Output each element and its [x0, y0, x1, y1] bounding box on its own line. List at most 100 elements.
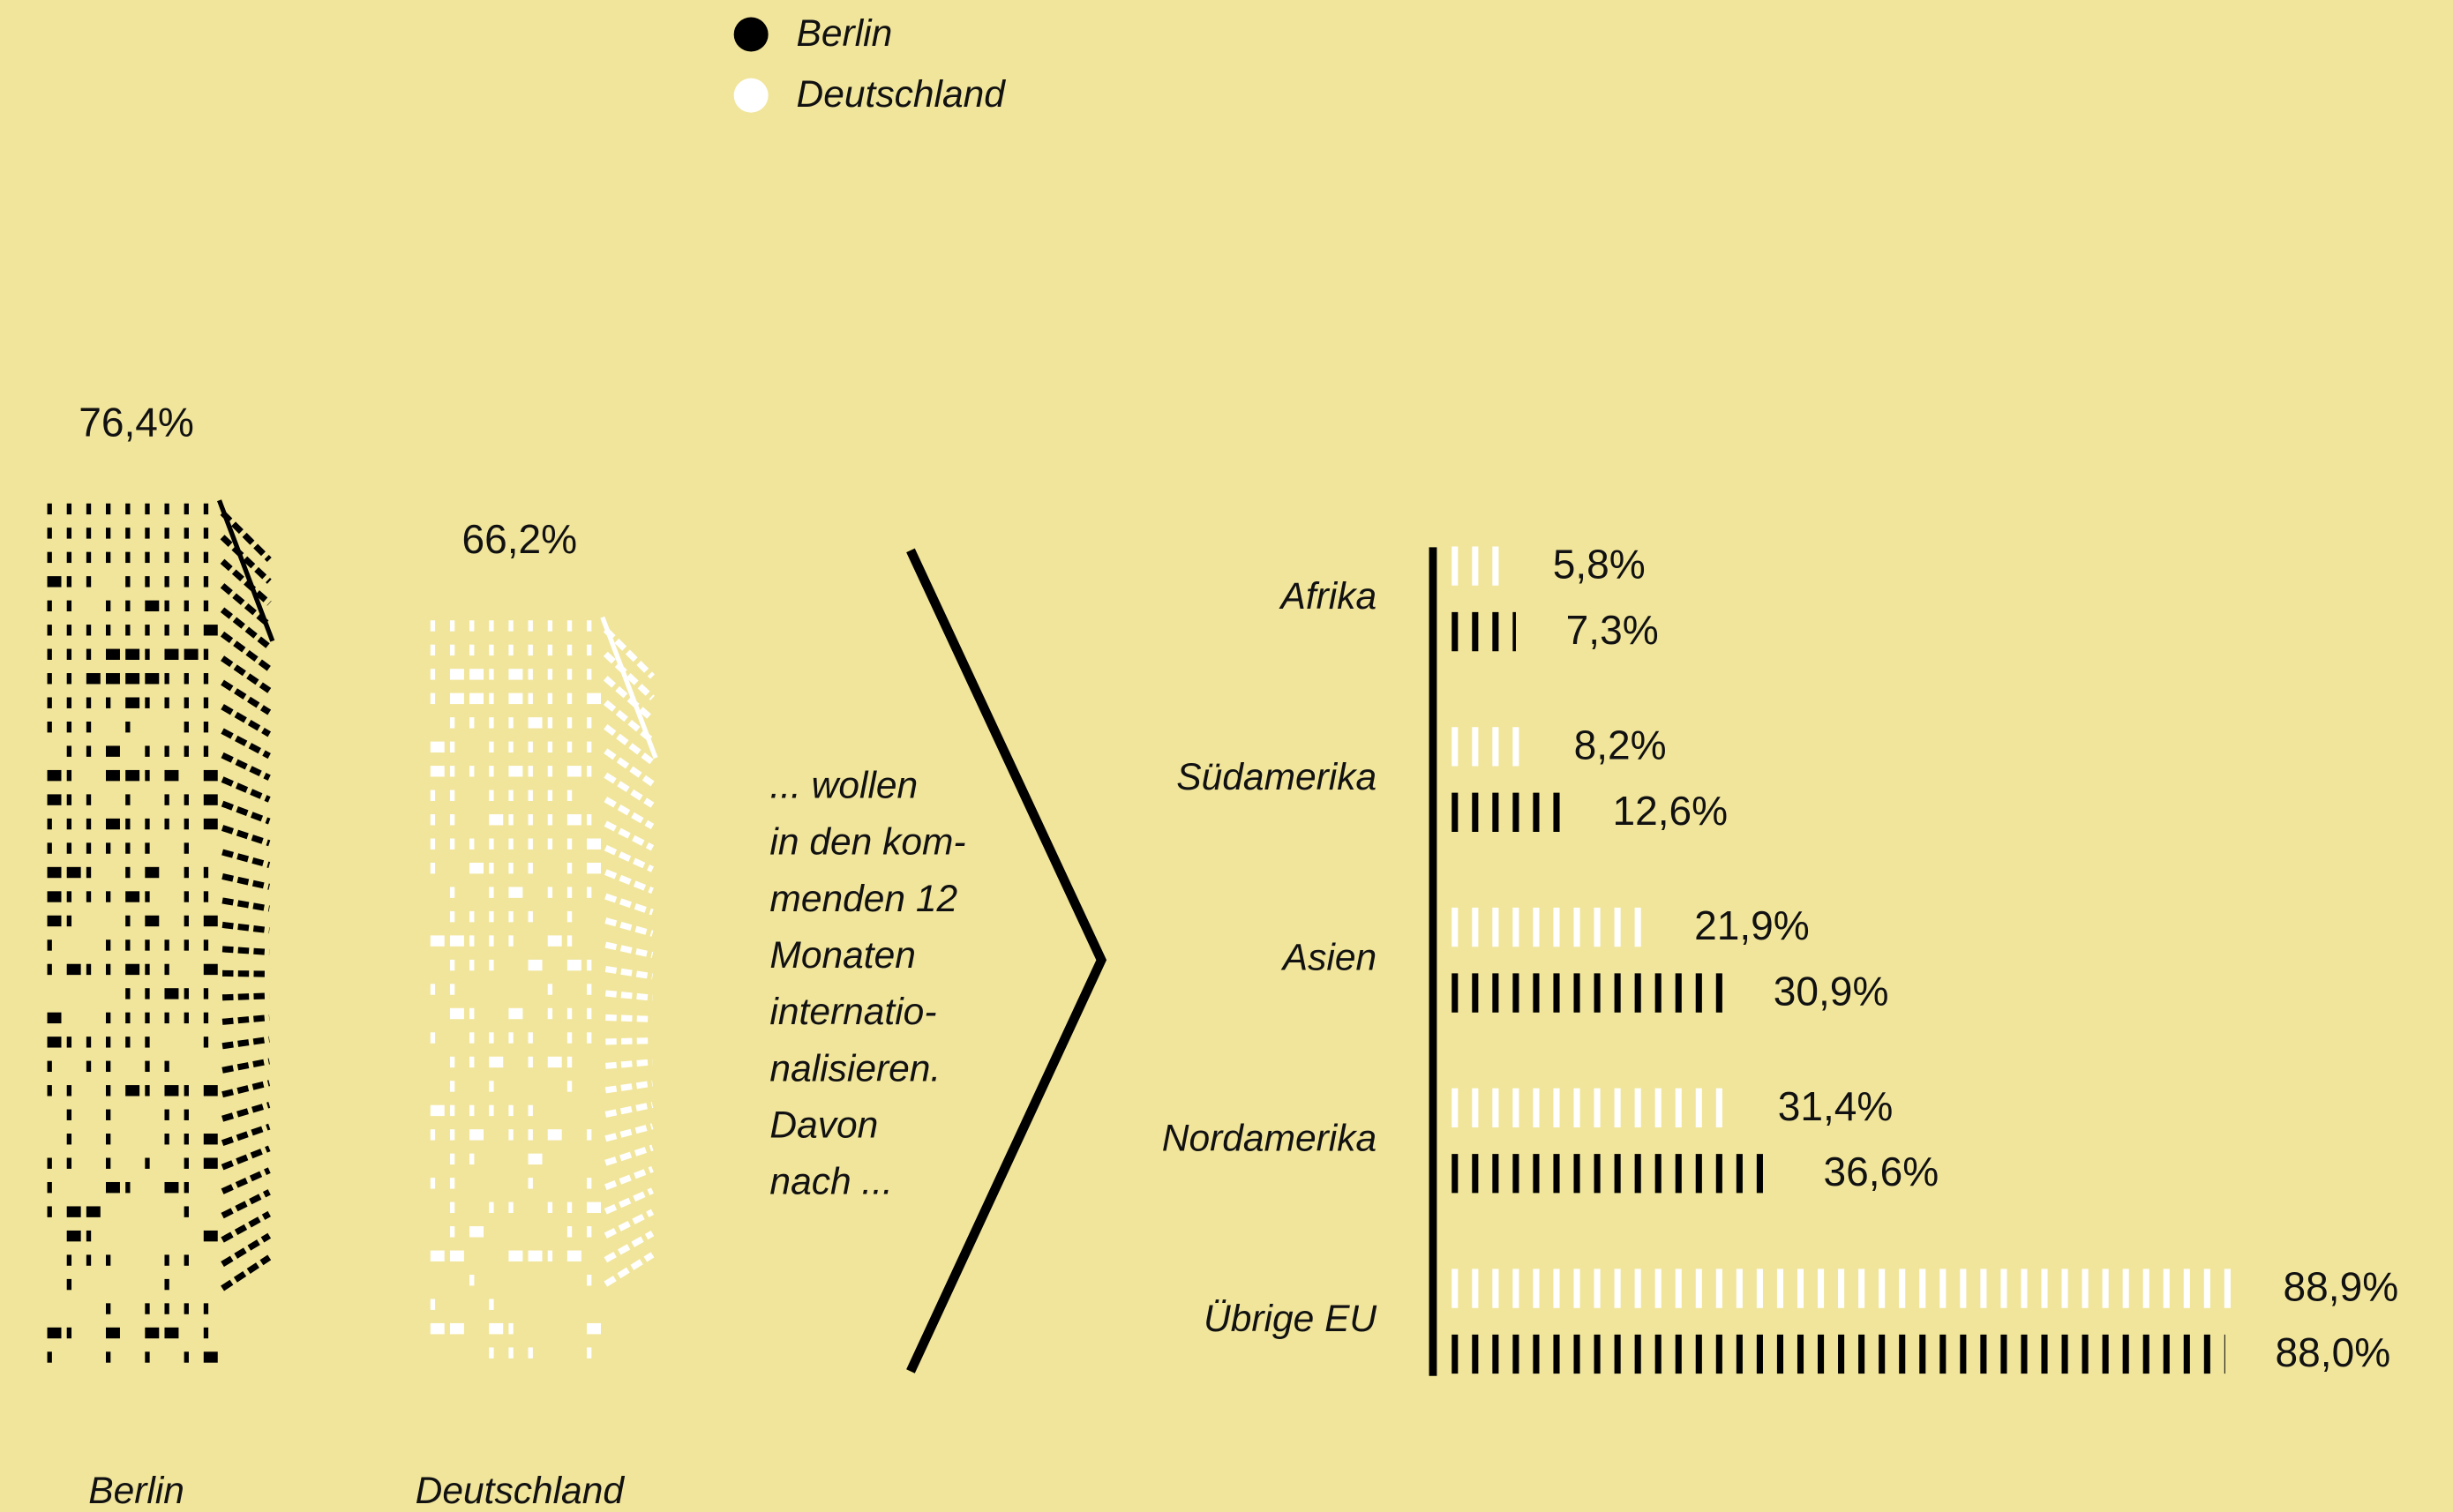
window: [508, 692, 523, 705]
window: [106, 1351, 111, 1363]
window: [587, 669, 592, 680]
building-side: [604, 1165, 654, 1191]
building-side: [221, 728, 271, 760]
window: [164, 625, 169, 636]
window: [489, 644, 494, 656]
window: [47, 576, 62, 588]
window: [203, 625, 218, 636]
window: [125, 551, 131, 564]
window: [47, 600, 52, 612]
window: [47, 939, 52, 951]
window: [47, 866, 62, 879]
window: [66, 528, 72, 539]
window: [125, 1012, 131, 1024]
annotation: internatio-: [769, 991, 936, 1033]
window: [145, 600, 160, 612]
window: [508, 766, 523, 777]
window: [125, 939, 131, 951]
window: [449, 620, 455, 632]
window: [449, 692, 464, 705]
window: [164, 1134, 169, 1145]
window: [203, 528, 209, 539]
window: [106, 551, 111, 564]
window: [469, 910, 475, 923]
window: [547, 692, 553, 705]
window: [449, 984, 455, 995]
window: [145, 1351, 150, 1363]
window: [47, 769, 62, 782]
window: [566, 1056, 573, 1068]
value-label: 76,4%: [79, 399, 194, 445]
window: [145, 1012, 150, 1024]
window: [66, 1206, 81, 1217]
window: [184, 648, 199, 660]
building-side: [604, 941, 654, 959]
window: [164, 794, 169, 805]
window: [489, 1322, 504, 1335]
window: [547, 717, 553, 729]
window: [47, 551, 52, 564]
window: [125, 1085, 140, 1097]
window: [86, 528, 92, 539]
window: [125, 842, 131, 854]
window: [164, 1303, 169, 1314]
window: [106, 1085, 111, 1097]
building-side: [605, 1037, 653, 1045]
window: [184, 1157, 189, 1169]
window: [86, 721, 92, 733]
window: [66, 1134, 72, 1145]
window: [587, 862, 602, 874]
window: [106, 600, 111, 612]
window: [547, 1129, 562, 1141]
window: [184, 1206, 189, 1217]
window: [528, 717, 543, 729]
window: [547, 814, 553, 826]
window: [587, 644, 592, 656]
window: [47, 625, 52, 636]
building-side: [603, 651, 655, 700]
window: [547, 1250, 553, 1261]
window: [47, 842, 52, 854]
building-side: [221, 921, 270, 934]
window: [203, 745, 209, 757]
window: [587, 1129, 592, 1141]
window: [203, 648, 209, 660]
window: [430, 935, 445, 947]
window: [66, 1278, 72, 1291]
window: [566, 1032, 573, 1044]
building-side: [221, 873, 271, 890]
window: [164, 697, 169, 708]
window: [203, 1012, 209, 1024]
window: [203, 769, 218, 782]
window: [125, 891, 140, 902]
window: [184, 503, 189, 515]
building-side: [604, 1123, 654, 1142]
window: [106, 648, 120, 660]
window: [184, 1012, 189, 1024]
window: [566, 1250, 581, 1261]
window: [547, 620, 553, 632]
window: [566, 910, 573, 923]
window: [164, 1085, 179, 1097]
window: [508, 1104, 514, 1117]
window: [184, 745, 189, 757]
window: [587, 1032, 592, 1044]
window: [587, 717, 592, 729]
window: [106, 503, 111, 515]
window: [566, 935, 573, 947]
window: [125, 794, 131, 805]
window: [430, 984, 436, 995]
window: [449, 1153, 455, 1165]
building-side: [220, 510, 272, 563]
window: [489, 741, 494, 753]
window: [566, 1226, 573, 1238]
window: [145, 673, 160, 685]
window: [66, 551, 72, 564]
window: [566, 1007, 573, 1020]
window: [47, 794, 62, 805]
window: [66, 576, 72, 588]
window: [566, 766, 581, 777]
window: [528, 1153, 543, 1165]
window: [566, 644, 573, 656]
window: [145, 963, 150, 976]
